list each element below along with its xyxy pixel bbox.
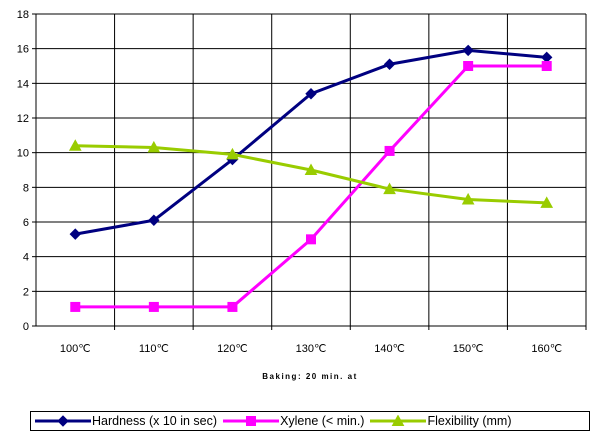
y-tick-label: 18 [17, 9, 29, 21]
data-point-2 [540, 196, 554, 208]
x-axis-tick-labels: 100℃ 110℃ 120℃ 130℃ 140℃ 150℃ 160℃ [60, 343, 562, 355]
x-tick-label: 100℃ [60, 343, 91, 355]
legend-item: Hardness (x 10 in sec) [35, 414, 217, 428]
data-point-2 [383, 182, 396, 195]
x-tick-label: 130℃ [296, 343, 327, 355]
y-tick-label: 14 [17, 78, 29, 90]
legend-swatch-diamond [35, 415, 91, 427]
data-point-1 [384, 145, 395, 156]
data-point-0 [305, 88, 317, 100]
data-point-1 [541, 61, 552, 71]
y-tick-label: 4 [23, 252, 29, 264]
chart-legend: Hardness (x 10 in sec) Xylene (< min.) Fle… [30, 411, 590, 431]
legend-swatch-marker [392, 415, 405, 426]
legend-swatch-marker [246, 416, 257, 426]
y-tick-label: 10 [17, 148, 29, 160]
x-tick-label: 120℃ [217, 343, 248, 355]
data-point-2 [226, 147, 239, 160]
legend-item: Xylene (< min.) [223, 414, 364, 428]
y-axis-tick-labels: 0 2 4 6 8 10 12 14 16 18 [17, 9, 29, 333]
y-tick-label: 2 [23, 286, 29, 298]
data-point-1 [306, 234, 316, 245]
legend-label: Flexibility (mm) [427, 414, 512, 428]
data-point-2 [461, 192, 475, 205]
legend-swatch-marker [57, 415, 69, 427]
series-line-0 [75, 48, 547, 236]
y-tick-label: 0 [23, 321, 29, 333]
data-point-1 [70, 301, 81, 312]
y-tick-label: 6 [23, 217, 29, 229]
legend-label: Xylene (< min.) [280, 414, 365, 428]
series-markers [68, 44, 554, 312]
x-tick-label: 110℃ [139, 343, 169, 355]
legend-label: Hardness (x 10 in sec) [92, 414, 218, 428]
x-axis-title: Baking: 20 min. at [262, 372, 357, 381]
data-point-1 [148, 301, 159, 312]
x-tick-label: 160℃ [531, 343, 562, 355]
y-tick-label: 8 [23, 182, 29, 194]
x-tick-label: 150℃ [453, 343, 484, 355]
y-tick-label: 12 [17, 113, 29, 125]
data-point-0 [383, 58, 396, 70]
data-point-1 [463, 61, 474, 71]
data-point-2 [147, 140, 161, 153]
data-point-0 [148, 214, 160, 226]
y-tick-label: 16 [17, 44, 29, 56]
legend-swatch-triangle [370, 415, 427, 426]
data-point-0 [69, 228, 81, 240]
data-point-2 [68, 139, 82, 151]
data-point-2 [304, 163, 318, 175]
legend-swatch-square [223, 416, 280, 426]
x-tick-label: 140℃ [374, 343, 405, 355]
series-line-1 [75, 64, 547, 309]
line-chart: 0 2 4 6 8 10 12 14 16 18 100℃ 110℃ 120℃ 130℃ 140℃ 150℃… [17, 9, 587, 381]
data-point-1 [227, 301, 238, 312]
legend-item: Flexibility (mm) [370, 414, 512, 428]
data-point-0 [462, 44, 474, 57]
data-point-0 [541, 51, 553, 64]
